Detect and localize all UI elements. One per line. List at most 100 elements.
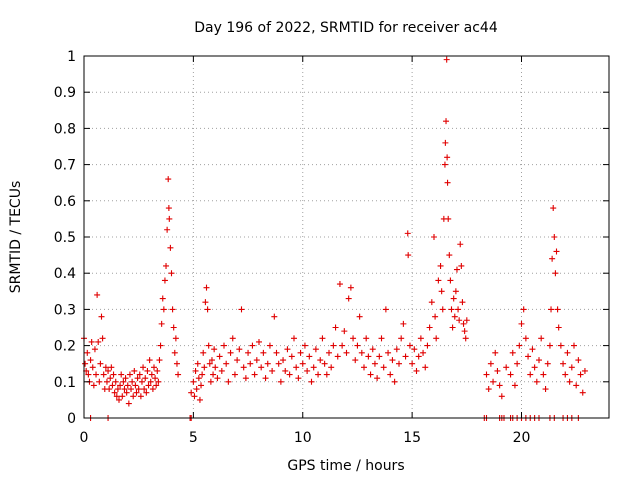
data-point [312, 346, 319, 353]
data-point [553, 248, 560, 255]
data-point [453, 266, 460, 273]
data-point [391, 378, 398, 385]
data-point [108, 364, 115, 371]
data-point [492, 349, 499, 356]
data-point [339, 342, 346, 349]
data-point [560, 360, 567, 367]
data-point [549, 255, 556, 262]
data-point [542, 386, 549, 393]
data-point [231, 371, 238, 378]
data-point [286, 371, 293, 378]
data-point [269, 367, 276, 374]
data-point [443, 118, 450, 125]
data-point [371, 360, 378, 367]
data-point [214, 375, 221, 382]
data-point [151, 364, 157, 371]
data-point [573, 382, 580, 389]
data-point [463, 317, 470, 324]
y-tick-label: 0.1 [54, 375, 76, 391]
data-point [206, 360, 213, 367]
data-point [496, 382, 503, 389]
data-point [293, 364, 300, 371]
data-point [119, 393, 126, 400]
x-tick-label: 5 [189, 430, 198, 446]
y-tick-label: 0.4 [54, 266, 76, 282]
data-point [112, 378, 119, 385]
data-point [131, 367, 138, 374]
data-point [431, 234, 437, 240]
data-point [125, 400, 132, 407]
data-point [550, 205, 557, 212]
data-point [256, 338, 262, 345]
data-point [310, 364, 317, 371]
x-tick-label: 20 [513, 430, 531, 446]
data-point [221, 342, 227, 349]
data-point [457, 241, 464, 248]
data-point [169, 306, 176, 313]
data-point [400, 320, 407, 327]
data-point [498, 393, 505, 400]
data-point [208, 357, 215, 364]
y-tick-label: 0.8 [54, 121, 76, 137]
data-point [308, 378, 315, 385]
data-point [424, 342, 431, 349]
data-point [97, 360, 104, 367]
data-point [194, 360, 201, 367]
data-point [89, 364, 96, 371]
data-point [167, 244, 174, 251]
data-point [490, 378, 497, 385]
data-point [141, 386, 148, 393]
data-point [439, 306, 446, 313]
data-point [93, 371, 100, 378]
data-point [234, 357, 241, 364]
data-point [140, 364, 147, 371]
data-point [361, 364, 367, 371]
data-point [449, 324, 456, 331]
data-point [211, 346, 218, 353]
data-point [382, 306, 389, 313]
data-point [240, 364, 247, 371]
data-point [123, 389, 130, 396]
data-point [404, 230, 411, 237]
data-point [295, 375, 302, 382]
data-point [109, 382, 116, 389]
data-point [367, 371, 374, 378]
data-point [94, 291, 101, 298]
data-point [304, 367, 311, 374]
data-point [242, 375, 249, 382]
data-point [402, 353, 409, 360]
data-point [133, 389, 140, 396]
data-point [525, 353, 532, 360]
y-tick-label: 0.2 [54, 339, 76, 355]
data-point [132, 382, 139, 389]
data-point [223, 360, 230, 367]
data-point [451, 313, 458, 320]
data-point [437, 262, 444, 269]
data-point [452, 288, 459, 295]
data-point [144, 367, 151, 374]
data-point [516, 342, 523, 349]
data-point [137, 393, 144, 400]
data-point [280, 357, 287, 364]
data-point [551, 234, 558, 240]
data-point [350, 335, 357, 342]
data-point [487, 360, 494, 367]
data-point [393, 346, 400, 353]
data-point [323, 371, 330, 378]
data-point [128, 386, 135, 393]
data-point [159, 295, 166, 302]
data-point [557, 342, 564, 349]
data-point [306, 353, 313, 360]
data-point [555, 324, 562, 331]
data-points [81, 56, 588, 421]
data-point [462, 335, 469, 342]
data-point [447, 277, 454, 284]
data-point [126, 371, 133, 378]
data-point [396, 360, 402, 367]
data-point [106, 386, 113, 393]
data-point [193, 386, 200, 393]
data-point [284, 346, 291, 353]
data-point [527, 371, 534, 378]
data-point [245, 349, 252, 356]
data-point [406, 342, 413, 349]
